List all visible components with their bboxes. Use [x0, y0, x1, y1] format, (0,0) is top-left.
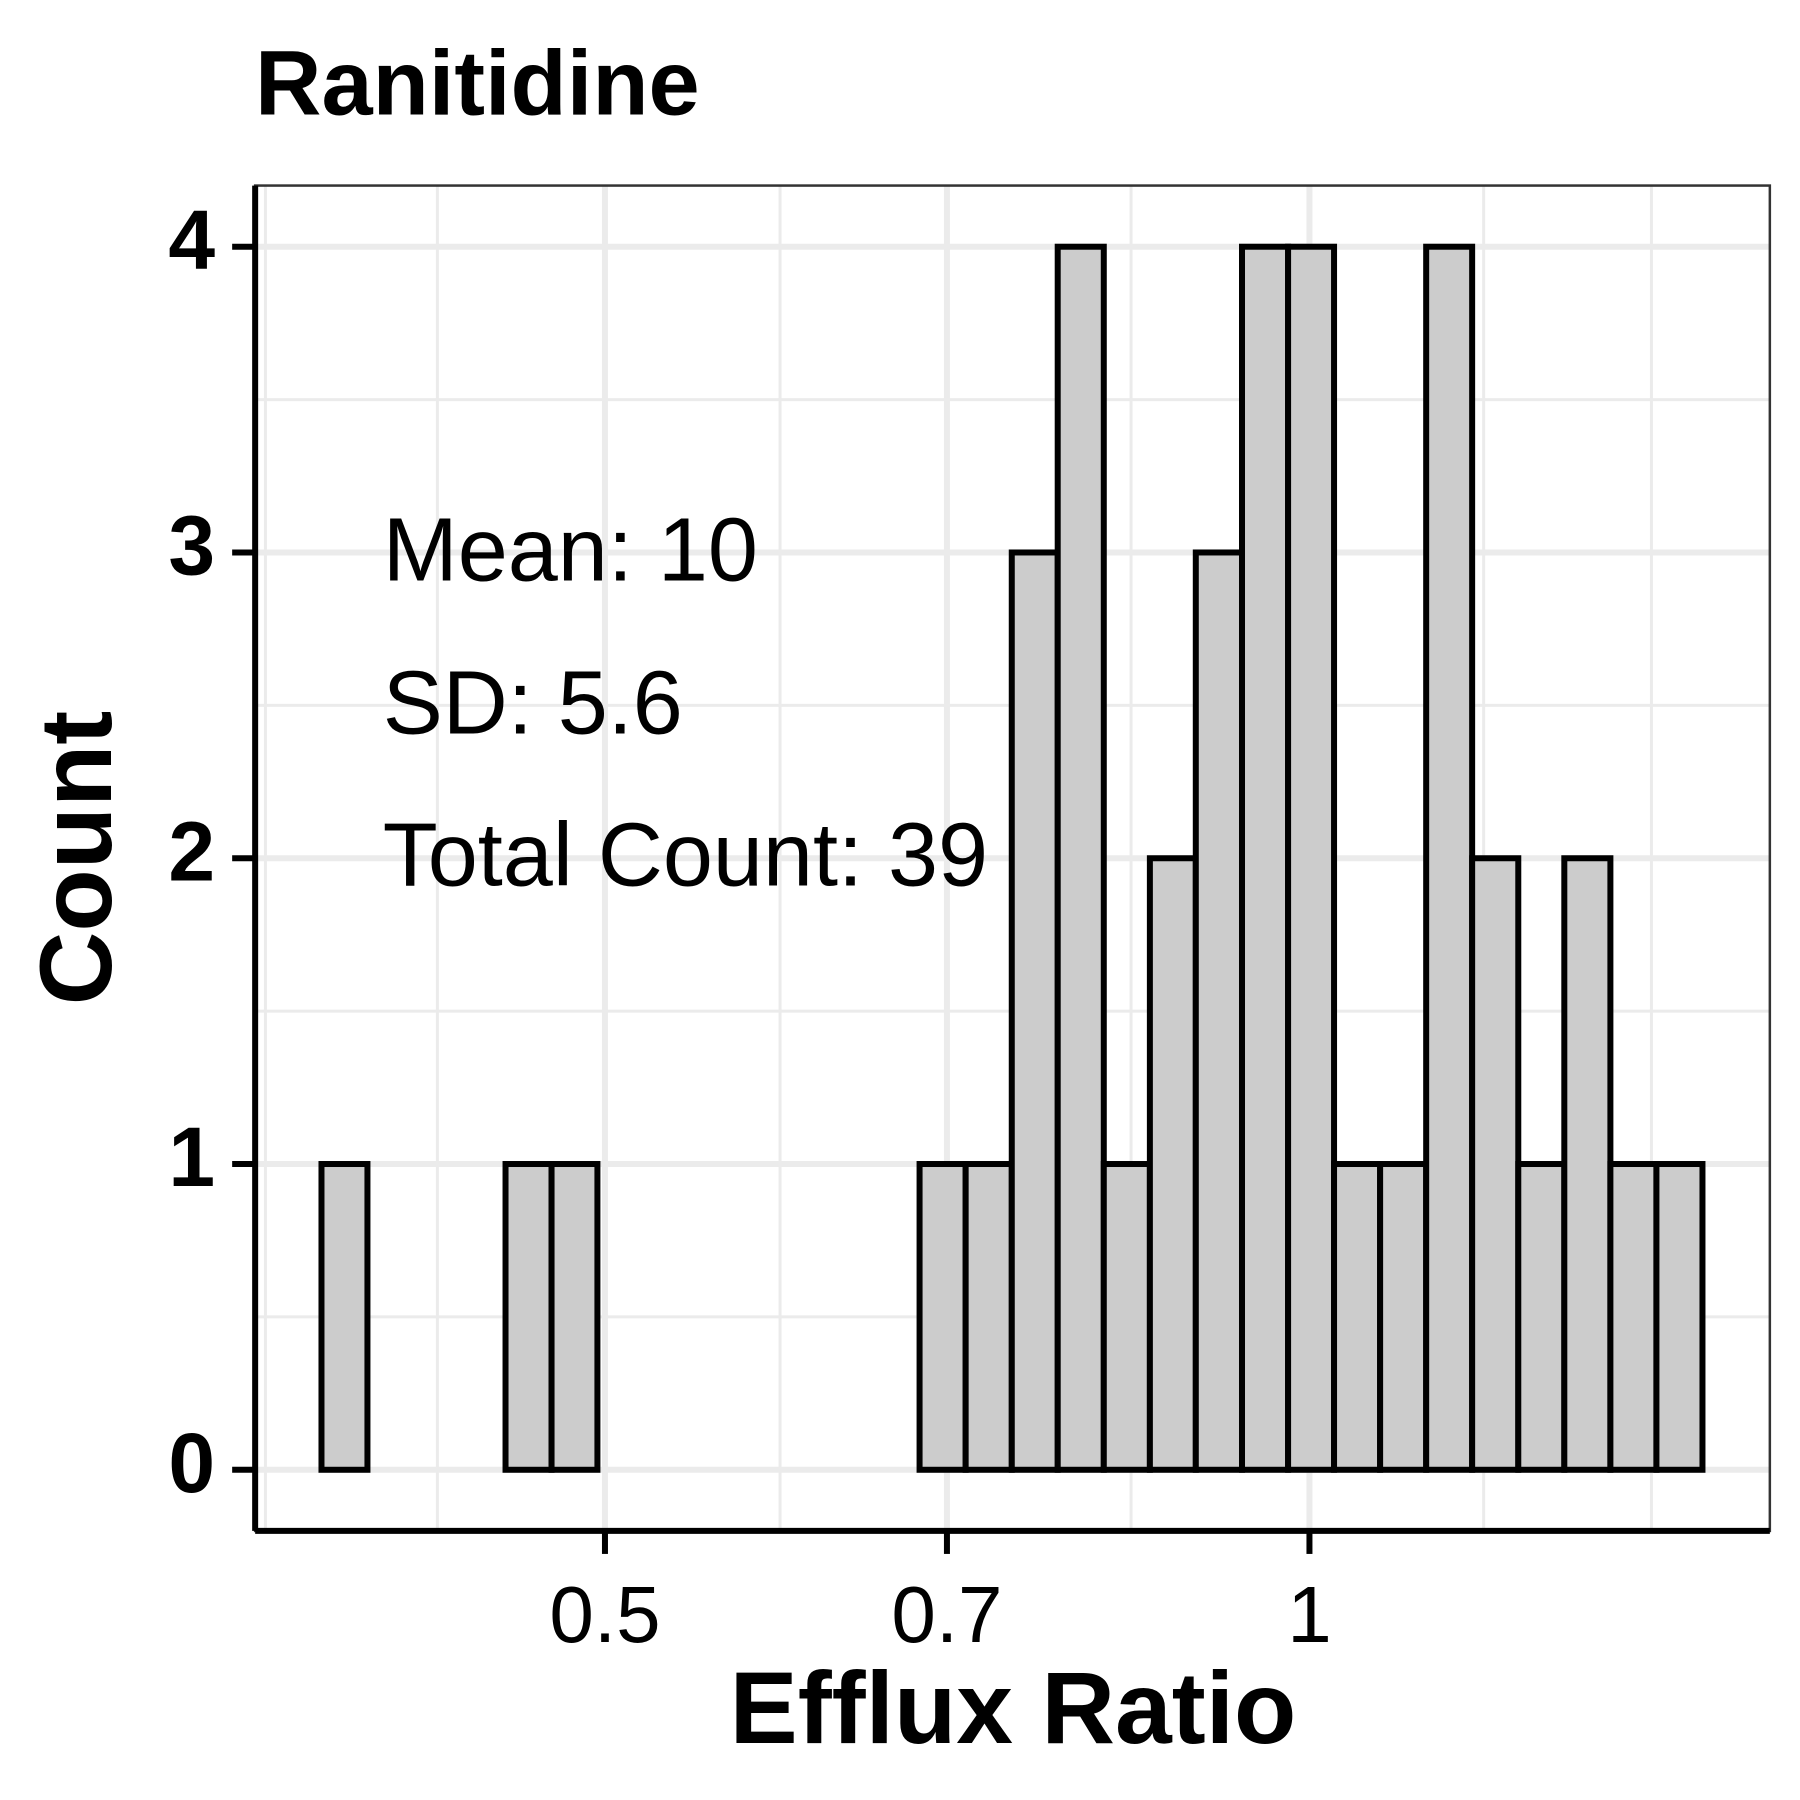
x-tick-label: 1	[1287, 1570, 1332, 1659]
bar	[1561, 855, 1614, 1473]
bar	[962, 1161, 1015, 1473]
bar	[916, 1161, 969, 1473]
bar	[1331, 1161, 1384, 1473]
y-tick-label: 2	[168, 804, 215, 898]
y-tick-label: 0	[168, 1416, 215, 1510]
chart-title: Ranitidine	[255, 32, 700, 134]
bar	[1377, 1161, 1430, 1473]
bar	[1469, 855, 1522, 1473]
x-axis-title: Efflux Ratio	[730, 1651, 1297, 1765]
bar	[1054, 243, 1107, 1473]
bar	[1146, 855, 1199, 1473]
bar	[1192, 549, 1246, 1473]
bar	[1653, 1161, 1706, 1473]
bar	[1515, 1161, 1568, 1473]
x-tick-label: 0.5	[549, 1570, 660, 1659]
y-tick-label: 4	[168, 193, 215, 287]
x-tick-label: 0.7	[891, 1570, 1002, 1659]
y-tick-label: 3	[168, 499, 215, 593]
bar	[502, 1161, 555, 1473]
bar	[548, 1161, 601, 1473]
annotation: Mean: 10	[383, 500, 758, 600]
bar	[318, 1161, 371, 1473]
bar	[1423, 243, 1476, 1473]
bar	[1239, 243, 1292, 1473]
annotation: Total Count: 39	[383, 806, 988, 906]
y-axis-title: Count	[19, 711, 133, 1006]
y-tick-label: 1	[168, 1110, 215, 1204]
bar	[1607, 1161, 1660, 1473]
bar	[1100, 1161, 1153, 1473]
bar	[1285, 243, 1338, 1473]
bar	[1008, 549, 1061, 1473]
annotation: SD: 5.6	[383, 654, 683, 754]
